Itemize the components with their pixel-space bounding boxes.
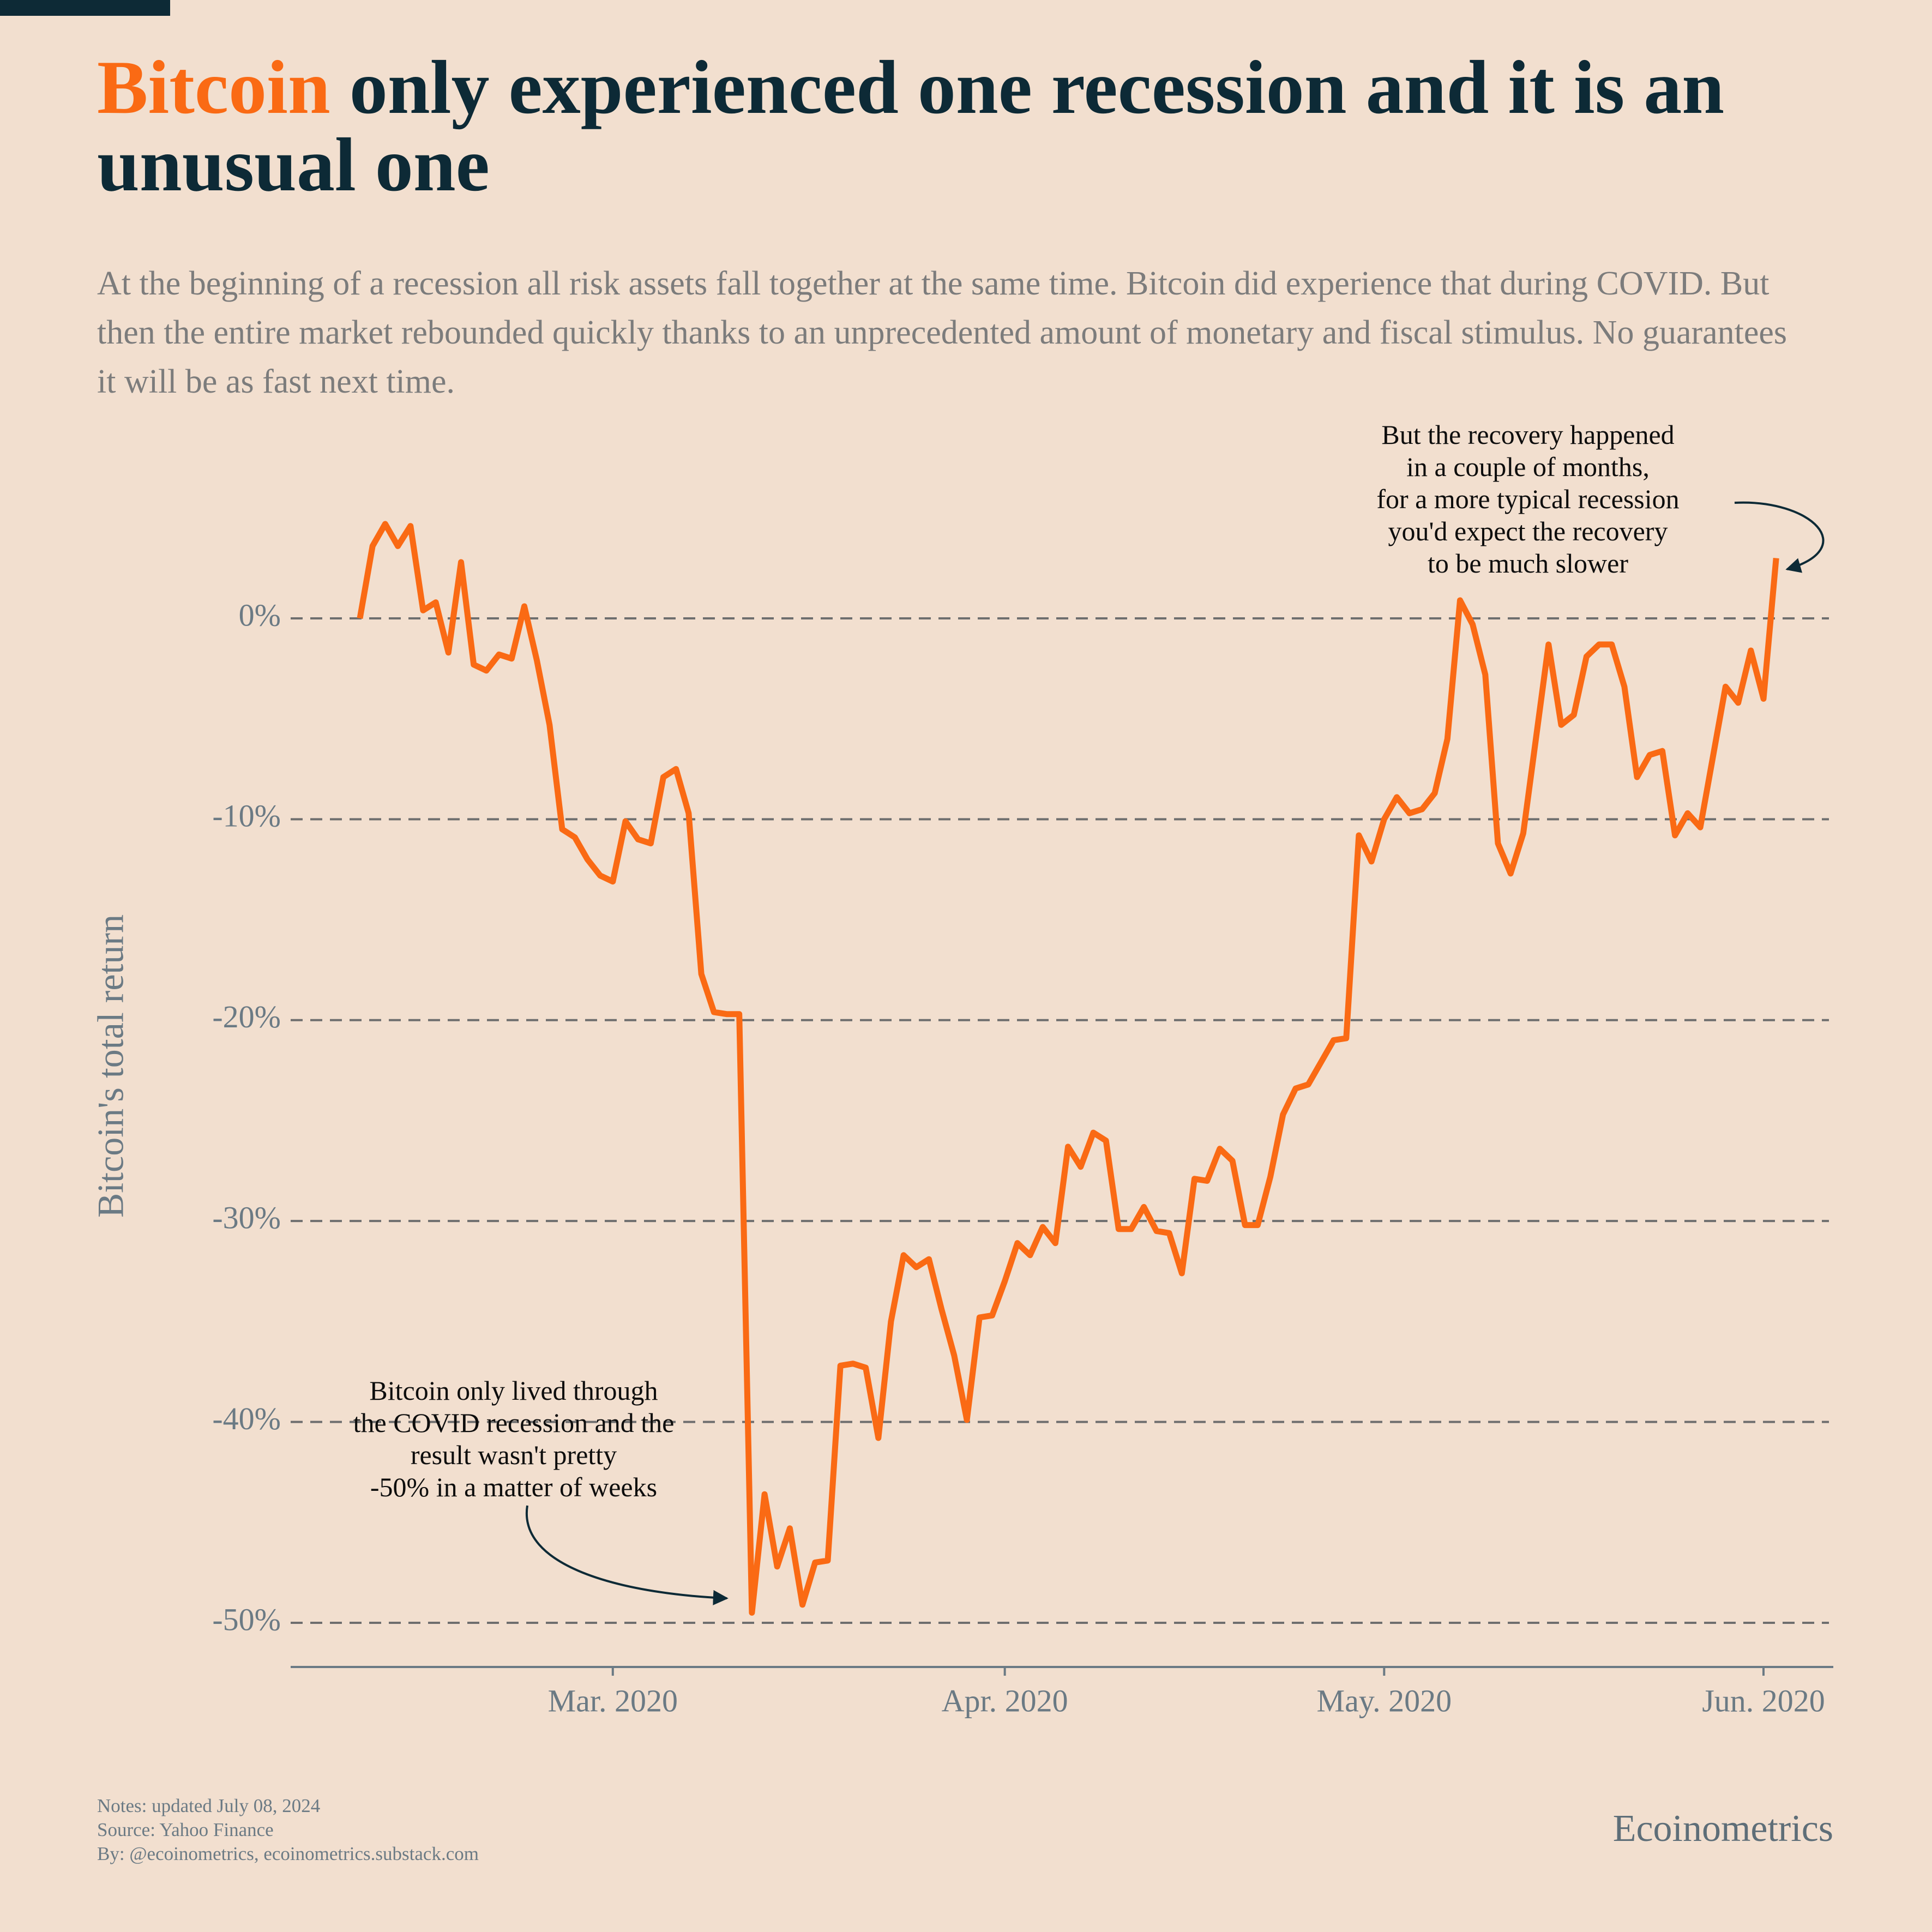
annotation-line: But the recovery happened xyxy=(1381,419,1674,450)
note: Source: Yahoo Finance xyxy=(97,1819,274,1840)
note: Notes: updated July 08, 2024 xyxy=(97,1795,320,1816)
y-tick-label: -50% xyxy=(212,1602,281,1637)
annotation-line: to be much slower xyxy=(1428,548,1628,579)
annotation-arrow xyxy=(525,1505,729,1605)
annotation-line: in a couple of months, xyxy=(1406,452,1650,482)
corner-bar xyxy=(0,0,170,16)
subtitle: At the beginning of a recession all risk… xyxy=(97,265,1787,400)
y-tick-label: -30% xyxy=(212,1200,281,1235)
y-tick-label: -20% xyxy=(212,999,281,1034)
y-axis-label: Bitcoin's total return xyxy=(90,914,131,1218)
annotation-line: for a more typical recession xyxy=(1376,484,1679,514)
x-tick-label: Apr. 2020 xyxy=(942,1683,1068,1718)
x-tick-label: Mar. 2020 xyxy=(548,1683,678,1718)
annotation-line: Bitcoin only lived through xyxy=(369,1375,658,1406)
x-tick-label: Jun. 2020 xyxy=(1702,1683,1825,1718)
title-highlight: Bitcoin xyxy=(97,45,330,130)
annotation: But the recovery happened in a couple of … xyxy=(1376,419,1679,579)
y-tick-label: -40% xyxy=(212,1401,281,1436)
x-tick-label: May. 2020 xyxy=(1317,1683,1452,1718)
brand: Ecoinometrics xyxy=(1613,1808,1833,1850)
title: Bitcoin only experienced one recession a… xyxy=(97,49,1897,204)
annotation-line: the COVID recession and the xyxy=(353,1407,675,1438)
annotation: Bitcoin only lived through the COVID rece… xyxy=(353,1375,675,1502)
annotation-arrow xyxy=(1734,501,1825,573)
note: By: @ecoinometrics, ecoinometrics.substa… xyxy=(97,1843,479,1864)
annotation-line: -50% in a matter of weeks xyxy=(370,1472,657,1502)
annotation-line: result wasn't pretty xyxy=(411,1440,617,1470)
data-line xyxy=(357,521,1779,1616)
y-tick-label: -10% xyxy=(212,798,281,834)
annotation-line: you'd expect the recovery xyxy=(1388,516,1668,546)
y-tick-label: 0% xyxy=(239,597,281,633)
title-rest: only experienced one recession and it is… xyxy=(97,45,1725,207)
